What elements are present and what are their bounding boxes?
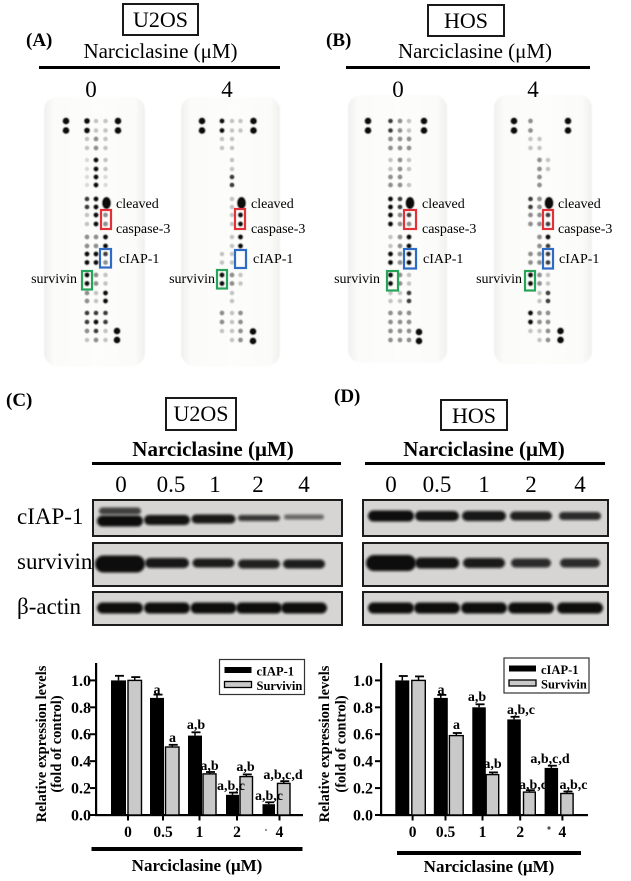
svg-text:0.4: 0.4 — [71, 754, 91, 771]
svg-text:a: a — [169, 731, 176, 746]
svg-text:1.0: 1.0 — [71, 673, 91, 690]
svg-text:Survivin: Survivin — [541, 678, 587, 692]
svg-text:a,b: a,b — [483, 757, 502, 772]
svg-text:1: 1 — [196, 824, 204, 841]
svg-text:a,b,c: a,b,c — [255, 789, 283, 804]
svg-text:cIAP-1: cIAP-1 — [257, 665, 295, 679]
svg-text:0.2: 0.2 — [353, 781, 373, 798]
svg-text:0: 0 — [409, 824, 417, 841]
svg-text:4: 4 — [559, 824, 567, 841]
svg-text:0.4: 0.4 — [353, 754, 373, 771]
svg-text:1: 1 — [479, 824, 487, 841]
svg-text:4: 4 — [276, 824, 284, 841]
svg-text:Narciclasine (μM): Narciclasine (μM) — [132, 856, 263, 875]
svg-text:0.0: 0.0 — [353, 808, 373, 825]
svg-text:a,b,c,d: a,b,c,d — [530, 752, 570, 767]
svg-text:1.0: 1.0 — [353, 673, 373, 690]
svg-text:cIAP-1: cIAP-1 — [541, 663, 579, 677]
svg-text:a: a — [438, 683, 445, 698]
svg-text:2: 2 — [233, 824, 241, 841]
svg-text:a: a — [154, 683, 161, 698]
svg-text:Relative expression levels: Relative expression levels — [34, 665, 50, 822]
svg-text:a,b,c: a,b,c — [519, 778, 547, 793]
svg-text:a,b,c: a,b,c — [507, 703, 535, 718]
svg-text:0.5: 0.5 — [153, 824, 173, 841]
svg-text:0.6: 0.6 — [353, 727, 373, 744]
svg-text:0.8: 0.8 — [71, 700, 91, 717]
svg-text:Relative expression levels: Relative expression levels — [317, 665, 333, 822]
svg-text:a: a — [453, 718, 460, 733]
svg-text:Narciclasine (μM): Narciclasine (μM) — [424, 857, 555, 876]
svg-text:a,b,c,d: a,b,c,d — [263, 768, 303, 783]
svg-text:a,b: a,b — [187, 718, 206, 733]
svg-text:a,b,c: a,b,c — [560, 778, 588, 793]
svg-text:0.2: 0.2 — [71, 781, 91, 798]
svg-text:a,b: a,b — [236, 760, 255, 775]
svg-text:(fold of control): (fold of control) — [49, 695, 65, 792]
svg-text:2: 2 — [516, 824, 524, 841]
svg-text:a,b: a,b — [200, 759, 219, 774]
svg-text:(fold of control): (fold of control) — [334, 695, 350, 792]
svg-text:0.8: 0.8 — [353, 700, 373, 717]
svg-text:0.6: 0.6 — [71, 727, 91, 744]
svg-text:0.0: 0.0 — [71, 808, 91, 825]
svg-text:0.5: 0.5 — [436, 824, 456, 841]
svg-text:a,b: a,b — [468, 690, 487, 705]
svg-text:0: 0 — [124, 824, 132, 841]
svg-text:a,b,c: a,b,c — [217, 779, 245, 794]
svg-text:Survivin: Survivin — [257, 679, 303, 693]
